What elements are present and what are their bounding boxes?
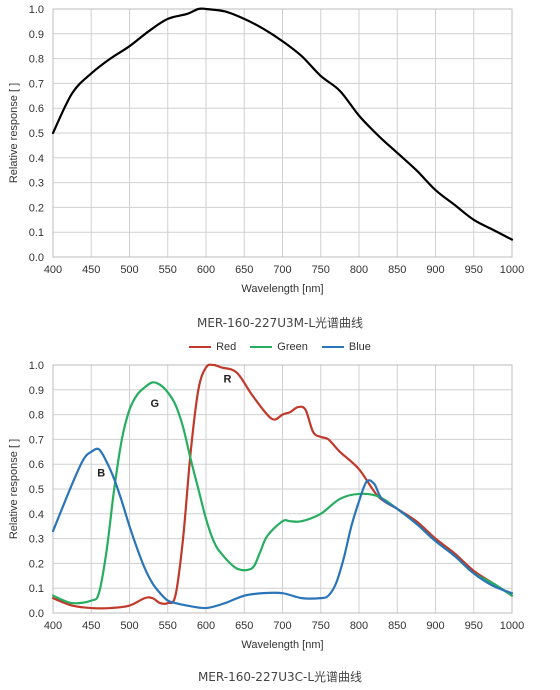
color-x-tick-label: 950	[465, 620, 483, 632]
color-x-tick-label: 1000	[500, 620, 524, 632]
color-x-axis-label: Wavelength [nm]	[241, 639, 323, 651]
mono-y-tick-label: 0.6	[29, 103, 44, 115]
mono-x-tick-label: 900	[426, 264, 444, 276]
legend-item-red: Red	[189, 341, 236, 353]
color-annotation-r: R	[223, 373, 231, 385]
mono-x-tick-label: 550	[159, 264, 177, 276]
legend-label-red: Red	[216, 341, 237, 353]
mono-x-tick-label: 850	[388, 264, 406, 276]
mono-y-tick-label: 0.0	[29, 252, 44, 264]
mono-y-tick-label: 1.0	[29, 4, 44, 16]
legend-swatch-green	[250, 346, 273, 348]
color-y-tick-label: 1.0	[29, 360, 44, 372]
mono-response-chart: 400 450 500 550 600 650 700 750 800 850 900 950 1000…	[8, 4, 524, 295]
color-y-tick-label: 0.5	[29, 484, 44, 496]
color-y-tick-label: 0.6	[29, 459, 44, 471]
mono-x-tick-label: 500	[120, 264, 138, 276]
mono-x-tick-label: 950	[465, 264, 483, 276]
legend-swatch-blue	[321, 346, 344, 348]
color-x-tick-label: 600	[197, 620, 215, 632]
mono-x-tick-label: 700	[273, 264, 291, 276]
color-y-tick-label: 0.9	[29, 385, 44, 397]
legend-item-blue: Blue	[321, 341, 371, 353]
legend-label-blue: Blue	[348, 341, 371, 353]
legend-item-green: Green	[250, 341, 308, 353]
color-x-tick-label: 750	[312, 620, 330, 632]
mono-plot-group: 400 450 500 550 600 650 700 750 800 850 900 950 1000…	[8, 4, 524, 295]
mono-y-tick-label: 0.8	[29, 54, 44, 66]
color-y-tick-label: 0.2	[29, 558, 44, 570]
color-y-tick-label: 0.1	[29, 583, 44, 595]
mono-y-tick-label: 0.9	[29, 29, 44, 41]
mono-y-axis-label: Relative response [ ]	[8, 83, 20, 183]
color-chart-caption: MER-160-227U3C-L光谱曲线	[197, 670, 363, 684]
color-y-axis-label: Relative response [ ]	[8, 439, 20, 539]
color-x-tick-label: 450	[82, 620, 100, 632]
color-series-line-blue	[51, 447, 514, 610]
mono-x-axis-label: Wavelength [nm]	[241, 283, 323, 295]
color-x-tick-label: 550	[159, 620, 177, 632]
mono-y-tick-label: 0.4	[29, 153, 44, 165]
mono-x-tick-label: 800	[350, 264, 368, 276]
color-x-tick-label: 850	[388, 620, 406, 632]
mono-x-tick-label: 400	[44, 264, 62, 276]
color-y-tick-label: 0.8	[29, 410, 44, 422]
color-chart-legend: Red Green Blue	[0, 341, 560, 353]
color-x-tick-label: 900	[426, 620, 444, 632]
color-x-tick-label: 500	[120, 620, 138, 632]
mono-y-tick-label: 0.7	[29, 78, 44, 90]
mono-y-tick-label: 0.3	[29, 178, 44, 190]
mono-y-tick-label: 0.1	[29, 227, 44, 239]
color-x-tick-label: 700	[273, 620, 291, 632]
mono-chart-caption: MER-160-227U3M-L光谱曲线	[196, 316, 364, 330]
mono-x-tick-label: 1000	[500, 264, 524, 276]
mono-x-tick-label: 650	[235, 264, 253, 276]
mono-x-tick-label: 450	[82, 264, 100, 276]
color-y-tick-label: 0.7	[29, 434, 44, 446]
color-annotation-g: G	[150, 398, 159, 410]
color-x-tick-label: 650	[235, 620, 253, 632]
color-y-tick-label: 0.3	[29, 534, 44, 546]
color-plot-frame	[52, 364, 513, 614]
mono-x-tick-label: 600	[197, 264, 215, 276]
mono-y-tick-label: 0.2	[29, 202, 44, 214]
color-x-tick-label: 400	[44, 620, 62, 632]
color-x-tick-label: 800	[350, 620, 368, 632]
color-plot-group: 400 450 500 550 600 650 700 750 800 850 900 950 1000…	[8, 360, 524, 651]
color-y-tick-label: 0.4	[29, 509, 44, 521]
color-annotation-b: B	[97, 468, 105, 480]
legend-label-green: Green	[277, 341, 308, 353]
color-y-tick-label: 0.0	[29, 608, 44, 620]
mono-x-tick-label: 750	[312, 264, 330, 276]
mono-series-line-0	[51, 7, 514, 241]
color-response-chart: 400 450 500 550 600 650 700 750 800 850 900 950 1000…	[8, 360, 524, 651]
mono-y-tick-label: 0.5	[29, 128, 44, 140]
legend-swatch-red	[189, 346, 212, 348]
